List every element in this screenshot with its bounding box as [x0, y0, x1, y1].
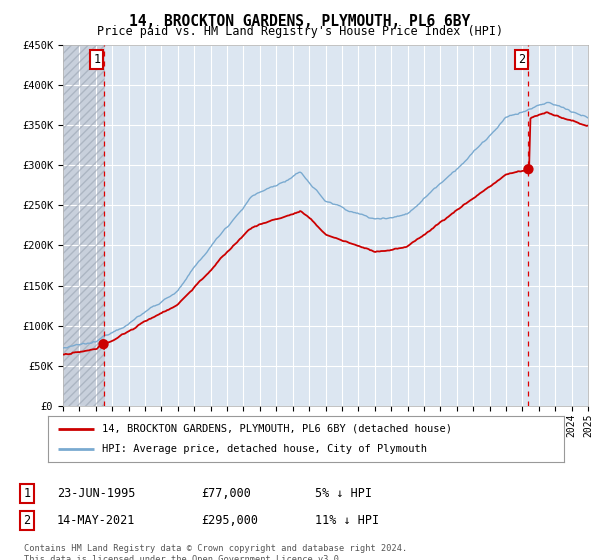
Text: 1: 1: [94, 53, 101, 66]
Bar: [63, 45, 104, 406]
Text: 2: 2: [23, 514, 31, 528]
Text: Price paid vs. HM Land Registry's House Price Index (HPI): Price paid vs. HM Land Registry's House …: [97, 25, 503, 38]
Point: [524, 165, 533, 174]
Text: £77,000: £77,000: [201, 487, 251, 501]
Text: Contains HM Land Registry data © Crown copyright and database right 2024.
This d: Contains HM Land Registry data © Crown c…: [24, 544, 407, 560]
Text: 1: 1: [23, 487, 31, 501]
Text: £295,000: £295,000: [201, 514, 258, 528]
Text: 5% ↓ HPI: 5% ↓ HPI: [315, 487, 372, 501]
Text: 11% ↓ HPI: 11% ↓ HPI: [315, 514, 379, 528]
Text: 14, BROCKTON GARDENS, PLYMOUTH, PL6 6BY (detached house): 14, BROCKTON GARDENS, PLYMOUTH, PL6 6BY …: [102, 424, 452, 434]
Text: HPI: Average price, detached house, City of Plymouth: HPI: Average price, detached house, City…: [102, 444, 427, 454]
Bar: [63, 45, 104, 406]
Text: 23-JUN-1995: 23-JUN-1995: [57, 487, 136, 501]
Text: 2: 2: [518, 53, 526, 66]
Text: 14, BROCKTON GARDENS, PLYMOUTH, PL6 6BY: 14, BROCKTON GARDENS, PLYMOUTH, PL6 6BY: [130, 14, 470, 29]
Point: [99, 340, 109, 349]
Text: 14-MAY-2021: 14-MAY-2021: [57, 514, 136, 528]
